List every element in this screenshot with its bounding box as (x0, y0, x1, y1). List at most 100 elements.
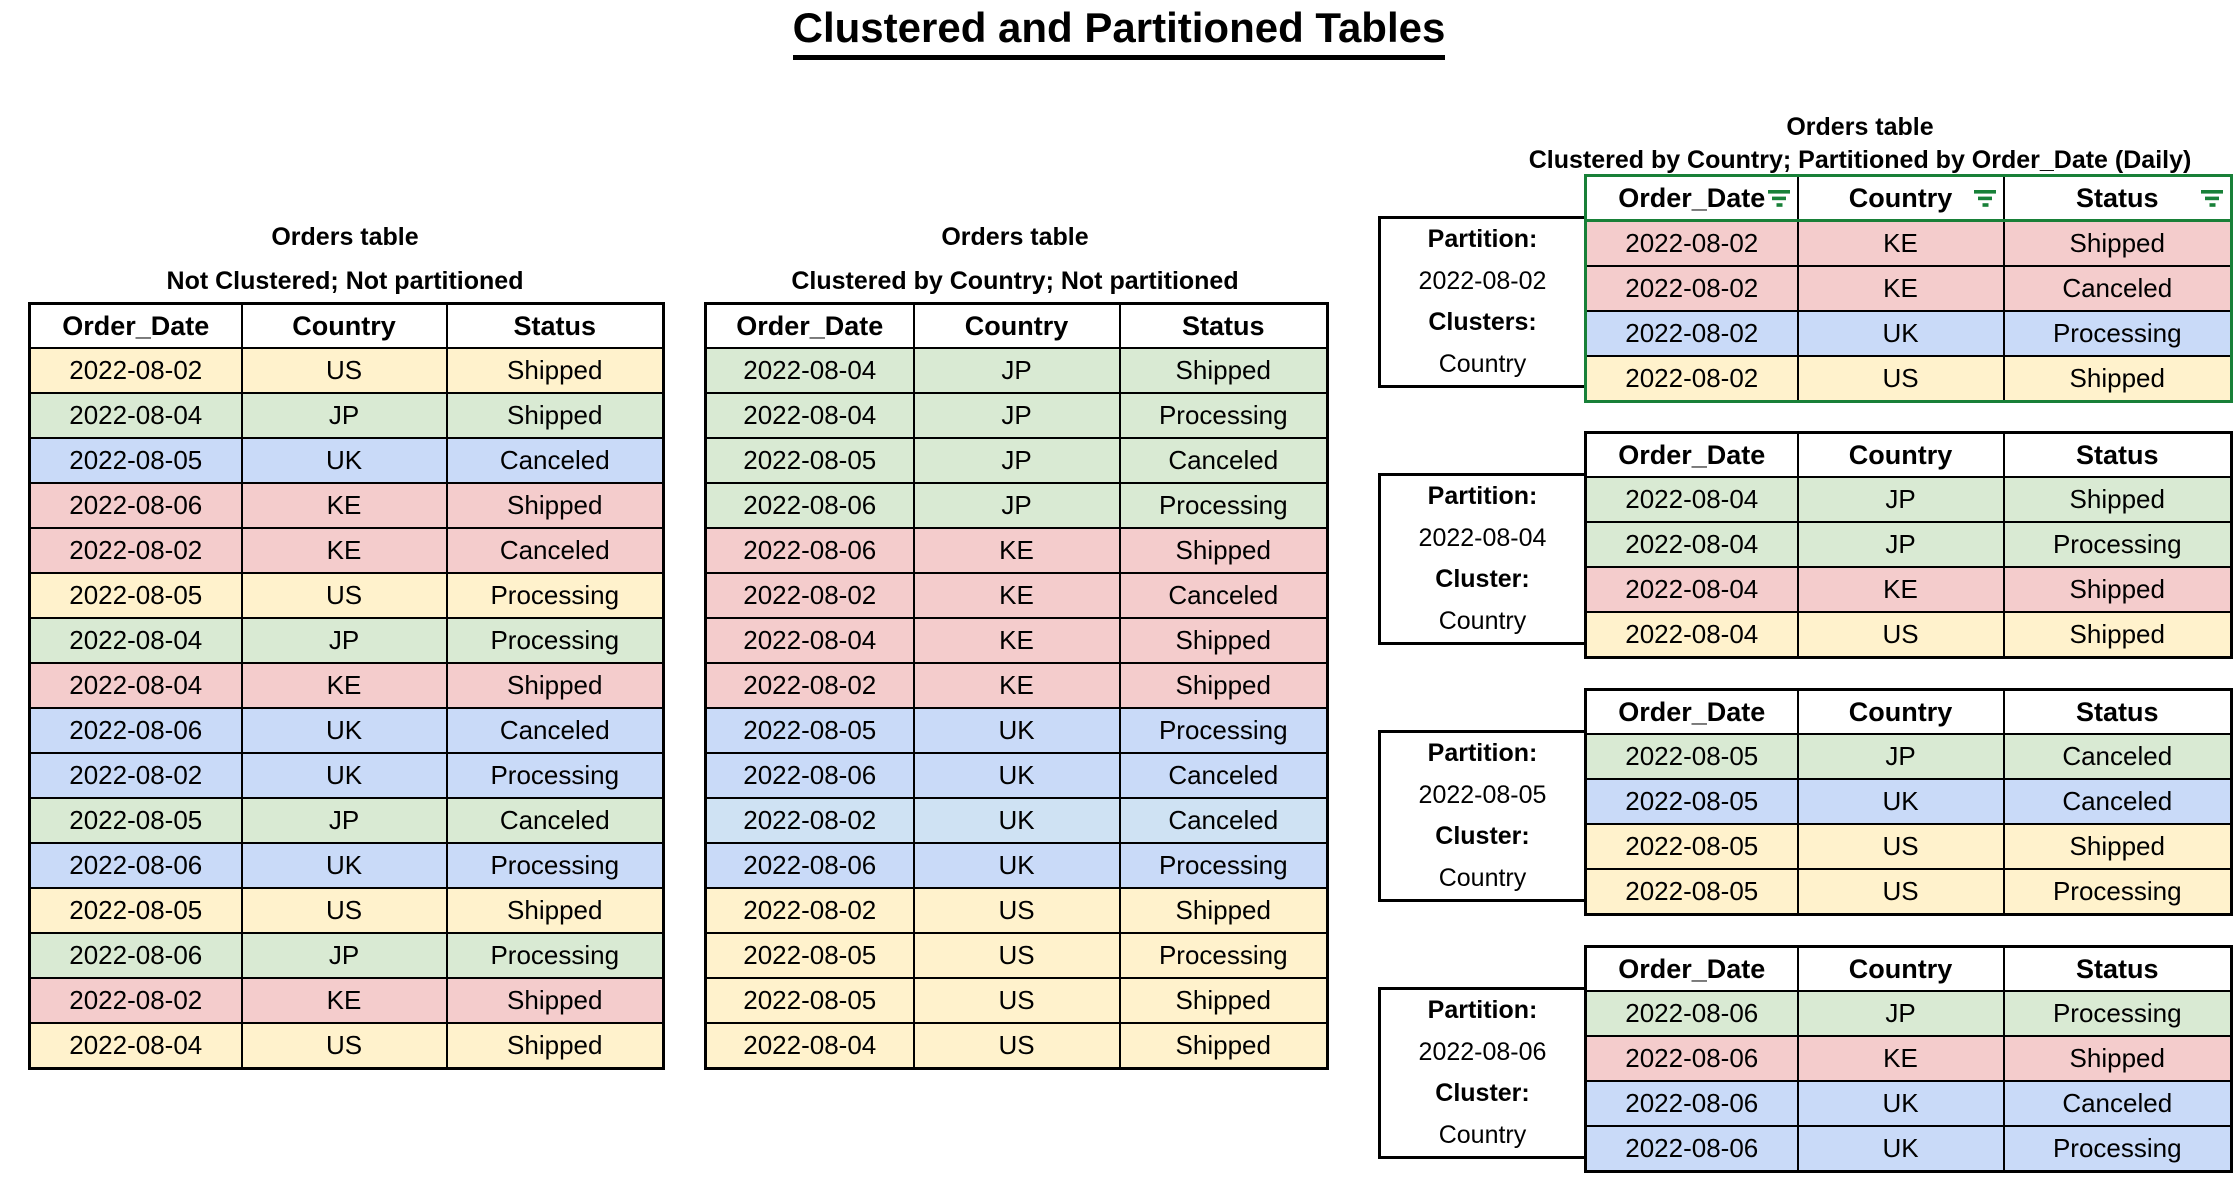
column-header-label: Status (1181, 310, 1265, 341)
column-header-label: Order_Date (1618, 182, 1766, 213)
column-header-label: Status (2075, 439, 2159, 470)
cluster-label: Cluster: (1435, 565, 1530, 594)
column-header-status: Status (445, 302, 665, 349)
cell-status: Shipped (1118, 527, 1329, 574)
cell-date: 2022-08-04 (704, 1022, 915, 1070)
cell-country: US (1796, 868, 2005, 916)
cell-country: JP (1796, 990, 2005, 1037)
cell-country: US (1796, 823, 2005, 870)
cell-status: Processing (1118, 932, 1329, 979)
table-row: 2022-08-04 JP Processing (704, 392, 1329, 439)
cell-date: 2022-08-05 (704, 977, 915, 1024)
cell-date: 2022-08-05 (1584, 733, 1799, 780)
table-row: 2022-08-06 KE Shipped (1584, 1035, 2233, 1082)
left-table-title: Orders table (271, 223, 419, 251)
table-row: 2022-08-05 UK Processing (704, 707, 1329, 754)
cell-status: Processing (1118, 842, 1329, 889)
cell-status: Processing (445, 842, 665, 889)
cell-country: JP (1796, 733, 2005, 780)
partition-value: 2022-08-04 (1418, 523, 1547, 552)
column-header-label: Status (2075, 182, 2159, 213)
cell-status: Shipped (2002, 566, 2233, 613)
cell-date: 2022-08-05 (28, 797, 243, 844)
orders-table-unclustered: Order_Date Country Status 2022-08-02 US Sh… (28, 302, 665, 1070)
cell-status: Shipped (445, 347, 665, 394)
column-header-label: Order_Date (1618, 439, 1766, 470)
partition-block-2022-08-05: Partition: 2022-08-05 Cluster: Country O… (1378, 688, 2233, 916)
table-row: 2022-08-02 KE Shipped (1584, 219, 2233, 267)
table-row: 2022-08-06 JP Processing (1584, 990, 2233, 1037)
cell-date: 2022-08-06 (28, 842, 243, 889)
column-header-country: Country (1796, 431, 2005, 478)
right-section-subtitle: Clustered by Country; Partitioned by Ord… (1528, 146, 2192, 174)
cell-date: 2022-08-06 (1584, 990, 1799, 1037)
cell-date: 2022-08-02 (28, 527, 243, 574)
table-row: 2022-08-05 JP Canceled (1584, 733, 2233, 780)
cell-date: 2022-08-02 (28, 977, 243, 1024)
column-header-label: Order_Date (62, 310, 210, 341)
cell-date: 2022-08-06 (1584, 1125, 1799, 1173)
table-row: 2022-08-02 KE Shipped (704, 662, 1329, 709)
cell-status: Shipped (1118, 977, 1329, 1024)
partition-value: 2022-08-05 (1418, 780, 1547, 809)
table-row: 2022-08-05 UK Canceled (1584, 778, 2233, 825)
cell-date: 2022-08-04 (28, 617, 243, 664)
cell-status: Processing (2002, 990, 2233, 1037)
cluster-label: Clusters: (1428, 308, 1537, 337)
table-row: 2022-08-05 US Shipped (28, 887, 665, 934)
cell-status: Processing (445, 752, 665, 799)
filter-icon[interactable] (2200, 188, 2224, 209)
cell-status: Shipped (1118, 617, 1329, 664)
cell-date: 2022-08-02 (1584, 355, 1799, 403)
cell-status: Shipped (1118, 887, 1329, 934)
column-header-status: Status (2002, 688, 2233, 735)
partition-value: 2022-08-02 (1418, 266, 1547, 295)
column-header-order-date: Order_Date (1584, 174, 1799, 222)
column-header-label: Status (2075, 696, 2159, 727)
cell-status: Canceled (445, 707, 665, 754)
cell-status: Canceled (445, 527, 665, 574)
cell-country: JP (240, 932, 448, 979)
table-row: 2022-08-02 KE Canceled (28, 527, 665, 574)
cell-status: Shipped (445, 887, 665, 934)
column-header-order-date: Order_Date (28, 302, 243, 349)
table-row: 2022-08-06 UK Canceled (28, 707, 665, 754)
cell-country: KE (912, 662, 1121, 709)
table-row: 2022-08-06 JP Processing (704, 482, 1329, 529)
table-row: 2022-08-02 UK Processing (28, 752, 665, 799)
cell-country: KE (912, 572, 1121, 619)
table-row: 2022-08-04 JP Processing (28, 617, 665, 664)
orders-table-clustered: Order_Date Country Status 2022-08-04 JP Sh… (704, 302, 1329, 1070)
cell-date: 2022-08-05 (1584, 868, 1799, 916)
cell-date: 2022-08-02 (704, 662, 915, 709)
column-header-country: Country (912, 302, 1121, 349)
cell-status: Processing (1118, 482, 1329, 529)
filter-icon[interactable] (1767, 188, 1791, 209)
cell-status: Shipped (445, 662, 665, 709)
table-row: 2022-08-02 US Shipped (704, 887, 1329, 934)
table-row: 2022-08-04 KE Shipped (28, 662, 665, 709)
partition-label-cell: Partition: 2022-08-04 Cluster: Country (1378, 473, 1584, 645)
cluster-value: Country (1438, 606, 1527, 635)
table-row: 2022-08-06 KE Shipped (704, 527, 1329, 574)
partition-table-2022-08-02: Order_Date Country Status 2022-08-02 KE Sh… (1584, 174, 2233, 403)
cell-date: 2022-08-04 (704, 617, 915, 664)
table-row: 2022-08-05 UK Canceled (28, 437, 665, 484)
header-row: Order_Date Country Status (1584, 431, 2233, 478)
cell-date: 2022-08-06 (1584, 1035, 1799, 1082)
cell-country: KE (1796, 566, 2005, 613)
cell-country: UK (240, 842, 448, 889)
cell-country: US (240, 347, 448, 394)
cell-country: UK (912, 842, 1121, 889)
filter-icon[interactable] (1973, 188, 1997, 209)
cell-country: US (1796, 355, 2005, 403)
table-row: 2022-08-04 JP Processing (1584, 521, 2233, 568)
cluster-value: Country (1438, 1120, 1527, 1149)
cell-status: Canceled (445, 797, 665, 844)
cell-status: Processing (445, 572, 665, 619)
cell-date: 2022-08-02 (1584, 265, 1799, 312)
table-row: 2022-08-06 UK Processing (704, 842, 1329, 889)
cell-status: Processing (1118, 707, 1329, 754)
cell-status: Shipped (445, 977, 665, 1024)
cell-country: UK (1796, 778, 2005, 825)
